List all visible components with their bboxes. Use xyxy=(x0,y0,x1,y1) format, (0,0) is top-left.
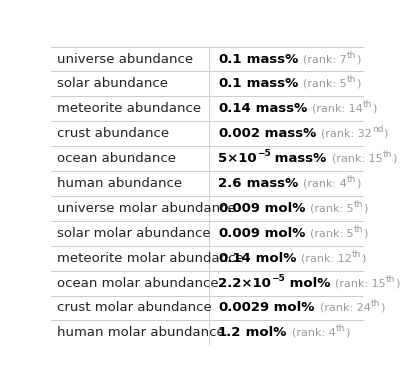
Text: (rank: 15: (rank: 15 xyxy=(335,278,386,288)
Text: (rank: 4: (rank: 4 xyxy=(292,328,335,338)
Text: mol%: mol% xyxy=(285,277,330,289)
Text: th: th xyxy=(347,50,356,59)
Text: mass%: mass% xyxy=(251,102,307,115)
Text: mass%: mass% xyxy=(242,77,298,90)
Text: universe molar abundance: universe molar abundance xyxy=(57,202,236,215)
Text: mol%: mol% xyxy=(251,252,296,265)
Text: 0.14: 0.14 xyxy=(218,252,251,265)
Text: th: th xyxy=(354,200,363,209)
Text: 0.009: 0.009 xyxy=(218,227,260,240)
Text: 1.2: 1.2 xyxy=(218,326,241,340)
Text: solar molar abundance: solar molar abundance xyxy=(57,227,210,240)
Text: 0.009: 0.009 xyxy=(218,202,260,215)
Text: ): ) xyxy=(361,253,366,263)
Text: (rank: 5: (rank: 5 xyxy=(310,203,354,213)
Text: crust molar abundance: crust molar abundance xyxy=(57,301,212,315)
Text: 0.0029: 0.0029 xyxy=(218,301,269,315)
Text: ): ) xyxy=(363,228,368,238)
Text: th: th xyxy=(347,175,356,184)
Text: (rank: 15: (rank: 15 xyxy=(332,154,382,164)
Text: ): ) xyxy=(380,303,384,313)
Text: ocean molar abundance: ocean molar abundance xyxy=(57,277,219,289)
Text: solar abundance: solar abundance xyxy=(57,77,168,90)
Text: th: th xyxy=(370,300,380,308)
Text: ): ) xyxy=(363,203,368,213)
Text: meteorite molar abundance: meteorite molar abundance xyxy=(57,252,244,265)
Text: ): ) xyxy=(356,54,360,64)
Text: human molar abundance: human molar abundance xyxy=(57,326,225,340)
Text: (rank: 7: (rank: 7 xyxy=(303,54,347,64)
Text: (rank: 5: (rank: 5 xyxy=(303,79,346,89)
Text: ): ) xyxy=(391,154,396,164)
Text: 0.002: 0.002 xyxy=(218,127,260,140)
Text: th: th xyxy=(363,100,372,109)
Text: th: th xyxy=(335,324,345,333)
Text: ): ) xyxy=(395,278,400,288)
Text: ocean abundance: ocean abundance xyxy=(57,152,176,165)
Text: mol%: mol% xyxy=(260,227,305,240)
Text: th: th xyxy=(382,150,391,159)
Text: mass%: mass% xyxy=(242,52,298,66)
Text: nd: nd xyxy=(372,125,383,134)
Text: −5: −5 xyxy=(271,274,285,282)
Text: 0.1: 0.1 xyxy=(218,52,242,66)
Text: (rank: 5: (rank: 5 xyxy=(310,228,354,238)
Text: 0.14: 0.14 xyxy=(218,102,251,115)
Text: mass%: mass% xyxy=(260,127,316,140)
Text: th: th xyxy=(354,225,363,234)
Text: (rank: 14: (rank: 14 xyxy=(312,104,363,114)
Text: crust abundance: crust abundance xyxy=(57,127,169,140)
Text: universe abundance: universe abundance xyxy=(57,52,193,66)
Text: th: th xyxy=(352,250,361,259)
Text: meteorite abundance: meteorite abundance xyxy=(57,102,201,115)
Text: ): ) xyxy=(345,328,349,338)
Text: 2.2×10: 2.2×10 xyxy=(218,277,271,289)
Text: ): ) xyxy=(383,129,388,139)
Text: human abundance: human abundance xyxy=(57,177,182,190)
Text: mass%: mass% xyxy=(242,177,298,190)
Text: −5: −5 xyxy=(257,149,270,158)
Text: mol%: mol% xyxy=(269,301,314,315)
Text: 5×10: 5×10 xyxy=(218,152,257,165)
Text: mass%: mass% xyxy=(270,152,326,165)
Text: (rank: 32: (rank: 32 xyxy=(321,129,372,139)
Text: ): ) xyxy=(356,79,360,89)
Text: 0.1: 0.1 xyxy=(218,77,242,90)
Text: mol%: mol% xyxy=(241,326,287,340)
Text: 2.6: 2.6 xyxy=(218,177,242,190)
Text: th: th xyxy=(346,75,356,85)
Text: (rank: 4: (rank: 4 xyxy=(303,178,347,189)
Text: (rank: 12: (rank: 12 xyxy=(301,253,352,263)
Text: ): ) xyxy=(356,178,360,189)
Text: ): ) xyxy=(372,104,377,114)
Text: (rank: 24: (rank: 24 xyxy=(320,303,370,313)
Text: th: th xyxy=(386,275,395,284)
Text: mol%: mol% xyxy=(260,202,305,215)
